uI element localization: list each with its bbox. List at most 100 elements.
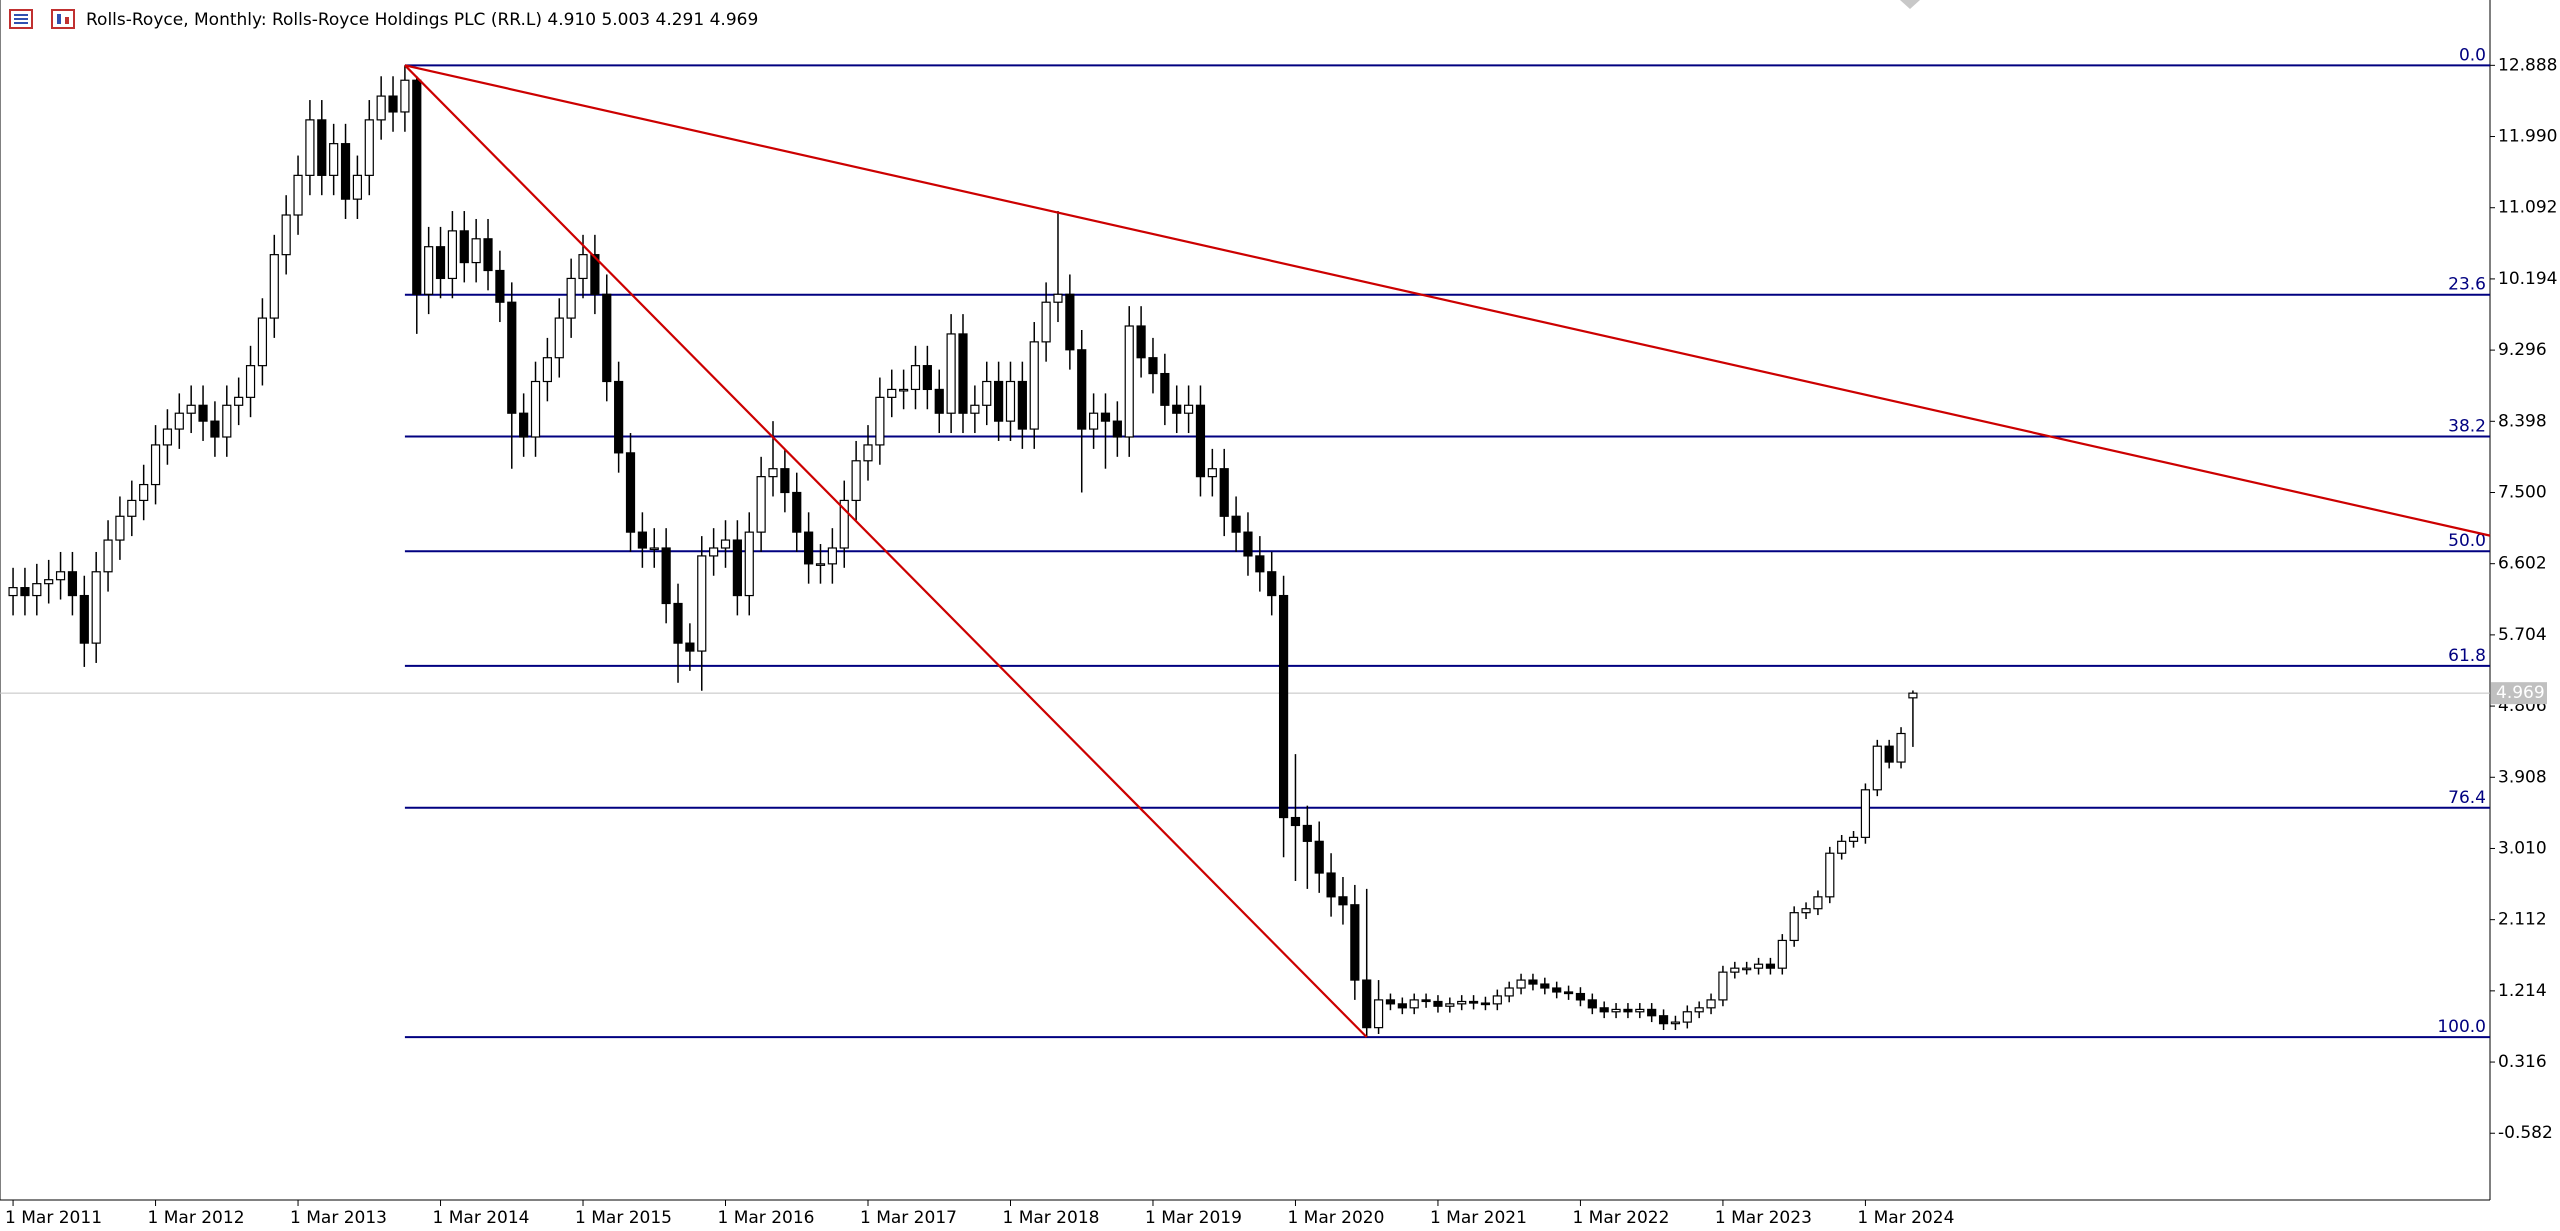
candle-body bbox=[1706, 999, 1716, 1009]
y-tick-label: 1.214 bbox=[2498, 981, 2547, 1001]
candle-body bbox=[1516, 979, 1526, 989]
candle-body bbox=[709, 547, 719, 557]
y-tick-label: 9.296 bbox=[2498, 340, 2547, 360]
price-label: 4.969 bbox=[2496, 683, 2545, 703]
candle-body bbox=[922, 365, 932, 391]
candle-body bbox=[1053, 293, 1063, 303]
candle-body bbox=[269, 254, 279, 319]
candle-body bbox=[1575, 992, 1586, 1001]
candle-body bbox=[1136, 325, 1146, 359]
fibo-label: 100.0 bbox=[2437, 1017, 2486, 1037]
candle-body bbox=[127, 499, 137, 517]
candle-body bbox=[1409, 999, 1419, 1009]
candle-body bbox=[1089, 412, 1099, 430]
candle-body bbox=[1694, 1007, 1704, 1013]
icon[interactable] bbox=[51, 9, 75, 29]
candle-body bbox=[1183, 404, 1194, 414]
candle-body bbox=[887, 388, 897, 398]
candle-body bbox=[602, 293, 612, 383]
candle-body bbox=[780, 468, 790, 494]
candle-body bbox=[1765, 963, 1776, 969]
x-tick-label: 1 Mar 2022 bbox=[1572, 1208, 1669, 1228]
candle-body bbox=[875, 396, 885, 446]
candle-body bbox=[471, 238, 481, 264]
x-tick-label: 1 Mar 2023 bbox=[1715, 1208, 1812, 1228]
candle-body bbox=[162, 428, 173, 446]
candle-body bbox=[1611, 1008, 1621, 1013]
candle-body bbox=[8, 587, 18, 597]
candle-body bbox=[1041, 301, 1051, 343]
candle-body bbox=[210, 420, 220, 438]
y-tick-label: 10.194 bbox=[2498, 269, 2557, 289]
candle-body bbox=[1338, 896, 1348, 906]
candle-body bbox=[1314, 840, 1324, 874]
candle-body bbox=[1373, 999, 1384, 1029]
candle-body bbox=[970, 404, 980, 414]
y-tick-label: 3.010 bbox=[2498, 838, 2547, 858]
y-tick-label: -0.582 bbox=[2498, 1123, 2553, 1143]
candle-body bbox=[1397, 1003, 1407, 1009]
candle-body bbox=[364, 119, 374, 176]
candle-body bbox=[1777, 939, 1787, 969]
candle-body bbox=[103, 539, 113, 573]
candle-body bbox=[1635, 1008, 1645, 1013]
candle-body bbox=[1100, 412, 1111, 422]
candle-body bbox=[542, 357, 552, 383]
chart-title: Rolls-Royce, Monthly: Rolls-Royce Holdin… bbox=[86, 10, 758, 30]
x-tick-label: 1 Mar 2014 bbox=[433, 1208, 530, 1228]
x-tick-label: 1 Mar 2012 bbox=[148, 1208, 245, 1228]
candle-body bbox=[1421, 999, 1431, 1003]
candle-body bbox=[1540, 983, 1550, 989]
candle-body bbox=[293, 174, 303, 216]
candle-body bbox=[1908, 692, 1918, 699]
candle-body bbox=[1813, 896, 1823, 910]
candle-body bbox=[1029, 341, 1039, 430]
candle-body bbox=[614, 380, 624, 454]
candle-body bbox=[732, 539, 742, 597]
candle-body bbox=[1730, 967, 1740, 973]
candle-body bbox=[1278, 594, 1289, 819]
candle-body bbox=[625, 452, 636, 533]
candle-body bbox=[673, 602, 683, 644]
candle-body bbox=[1195, 404, 1206, 478]
candle-body bbox=[1492, 995, 1502, 1005]
candle-body bbox=[1148, 357, 1158, 375]
y-tick-label: 11.990 bbox=[2498, 127, 2557, 147]
candle-body bbox=[1563, 991, 1574, 995]
candle-body bbox=[91, 571, 101, 644]
x-tick-label: 1 Mar 2016 bbox=[718, 1208, 815, 1228]
candle-body bbox=[1528, 979, 1538, 985]
x-tick-label: 1 Mar 2015 bbox=[575, 1208, 672, 1228]
fibo-label: 76.4 bbox=[2448, 788, 2486, 808]
candle-body bbox=[1255, 555, 1265, 573]
candle-body bbox=[1433, 1000, 1443, 1007]
candle-body bbox=[1872, 745, 1882, 791]
candle-body bbox=[1480, 1002, 1491, 1006]
candle-body bbox=[744, 531, 754, 597]
candle-body bbox=[257, 317, 268, 367]
candle-body bbox=[982, 380, 992, 406]
candle-body bbox=[1065, 293, 1075, 351]
x-tick-label: 1 Mar 2021 bbox=[1430, 1208, 1527, 1228]
icon-bar bbox=[57, 14, 61, 24]
candle-body bbox=[1718, 971, 1728, 1001]
candle-body bbox=[1077, 349, 1087, 430]
candle-body bbox=[115, 515, 125, 541]
candle-body bbox=[1801, 908, 1811, 914]
candle-body bbox=[44, 579, 54, 585]
candle-body bbox=[1457, 1000, 1467, 1005]
candle-body bbox=[352, 174, 363, 200]
candle-body bbox=[1848, 836, 1859, 842]
candle-body bbox=[245, 365, 256, 398]
candle-body bbox=[20, 587, 30, 597]
candle-body bbox=[839, 499, 849, 549]
candle-body bbox=[566, 277, 576, 319]
candle-body bbox=[1124, 325, 1134, 438]
candle-body bbox=[994, 380, 1004, 422]
candle-body bbox=[1350, 904, 1360, 981]
candle-body bbox=[1445, 1003, 1455, 1007]
candle-body bbox=[946, 333, 956, 414]
candle-body bbox=[424, 246, 434, 295]
candle-body bbox=[1362, 979, 1372, 1029]
